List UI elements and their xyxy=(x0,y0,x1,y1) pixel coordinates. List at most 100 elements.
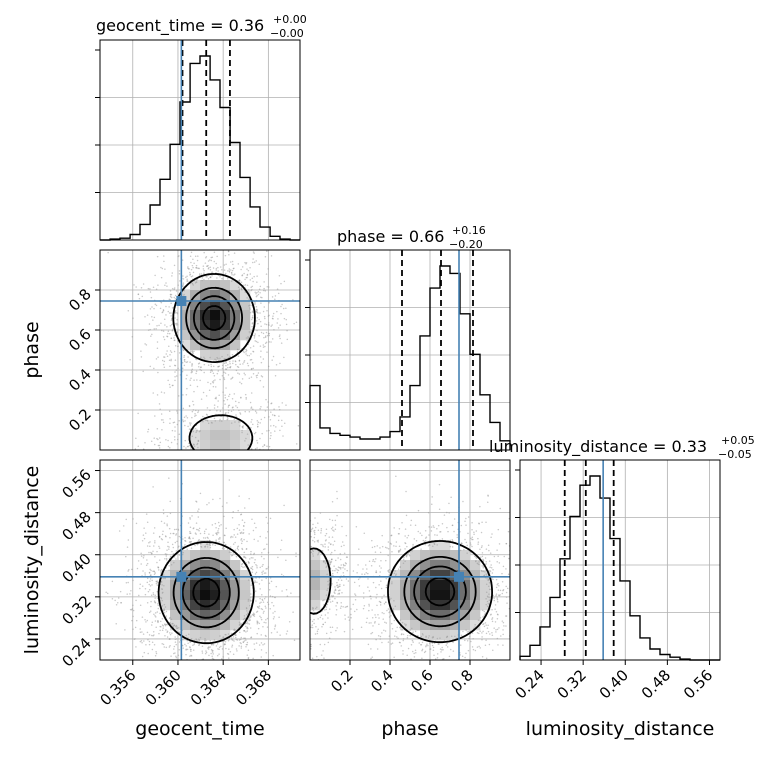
scatter-point-geocent_time-vs-luminosity_distance-307 xyxy=(265,607,267,609)
scatter-point-phase-vs-luminosity_distance-1448 xyxy=(313,622,315,625)
scatter-point-geocent_time-vs-luminosity_distance-2273 xyxy=(229,650,232,653)
scatter-point-geocent_time-vs-phase-2540 xyxy=(153,328,155,330)
scatter-point-phase-vs-luminosity_distance-1229 xyxy=(390,534,392,537)
scatter-point-geocent_time-vs-phase-377 xyxy=(264,345,266,348)
scatter-point-geocent_time-vs-phase-459 xyxy=(252,311,254,314)
scatter-point-geocent_time-vs-luminosity_distance-1513 xyxy=(170,655,172,657)
scatter-point-geocent_time-vs-phase-395 xyxy=(184,439,186,442)
scatter-point-phase-vs-luminosity_distance-487 xyxy=(296,587,298,589)
scatter-point-phase-vs-luminosity_distance-1469 xyxy=(315,626,317,628)
scatter-point-phase-vs-luminosity_distance-1599 xyxy=(425,636,427,638)
scatter-point-geocent_time-vs-phase-1392 xyxy=(265,273,268,275)
scatter-point-geocent_time-vs-phase-1398 xyxy=(212,455,214,457)
scatter-point-geocent_time-vs-luminosity_distance-465 xyxy=(149,664,151,666)
scatter-point-geocent_time-vs-luminosity_distance-1916 xyxy=(130,589,132,592)
scatter-point-geocent_time-vs-luminosity_distance-1952 xyxy=(197,662,199,664)
scatter-point-geocent_time-vs-phase-1975 xyxy=(264,290,267,292)
scatter-point-geocent_time-vs-phase-1444 xyxy=(181,247,183,249)
scatter-point-phase-vs-luminosity_distance-2300 xyxy=(491,620,494,623)
scatter-point-phase-vs-luminosity_distance-2428 xyxy=(484,571,486,573)
scatter-point-geocent_time-vs-phase-2461 xyxy=(181,367,184,369)
scatter-point-geocent_time-vs-phase-1081 xyxy=(177,452,179,454)
scatter-point-geocent_time-vs-phase-507 xyxy=(144,343,146,345)
scatter-point-geocent_time-vs-phase-1583 xyxy=(245,348,247,351)
scatter-point-phase-vs-luminosity_distance-1781 xyxy=(502,644,504,646)
scatter-point-phase-vs-luminosity_distance-347 xyxy=(293,617,295,619)
scatter-point-phase-vs-luminosity_distance-1217 xyxy=(344,614,346,616)
scatter-point-phase-vs-luminosity_distance-1530 xyxy=(380,567,382,569)
scatter-point-phase-vs-luminosity_distance-226 xyxy=(311,677,313,679)
scatter-point-geocent_time-vs-phase-248 xyxy=(157,438,159,441)
scatter-point-phase-vs-luminosity_distance-700 xyxy=(300,553,302,555)
scatter-point-phase-vs-luminosity_distance-766 xyxy=(379,551,382,554)
scatter-point-geocent_time-vs-luminosity_distance-2254 xyxy=(169,638,171,640)
scatter-point-geocent_time-vs-phase-1759 xyxy=(230,271,233,274)
scatter-point-phase-vs-luminosity_distance-1479 xyxy=(389,542,392,544)
scatter-point-phase-vs-luminosity_distance-2041 xyxy=(505,625,507,627)
scatter-point-phase-vs-luminosity_distance-2585 xyxy=(420,548,422,550)
scatter-point-phase-vs-luminosity_distance-1854 xyxy=(332,544,334,546)
scatter-point-geocent_time-vs-phase-1141 xyxy=(199,366,202,369)
scatter-point-geocent_time-vs-luminosity_distance-2557 xyxy=(127,570,129,572)
scatter-point-geocent_time-vs-phase-1273 xyxy=(140,356,143,358)
scatter-point-geocent_time-vs-phase-664 xyxy=(163,366,166,368)
contour-phase-vs-luminosity_distance-level-2 xyxy=(413,565,467,618)
density-cell-phase-vs-luminosity_distance-12-12 xyxy=(430,580,441,591)
scatter-point-geocent_time-vs-luminosity_distance-2582 xyxy=(185,645,187,647)
scatter-point-geocent_time-vs-phase-1487 xyxy=(183,445,185,448)
density-cell-phase-vs-luminosity_distance-1-12 xyxy=(320,580,331,591)
scatter-point-phase-vs-luminosity_distance-602 xyxy=(341,525,343,528)
scatter-point-geocent_time-vs-luminosity_distance-1307 xyxy=(157,607,160,610)
scatter-point-geocent_time-vs-phase-774 xyxy=(186,374,188,377)
scatter-point-geocent_time-vs-phase-2282 xyxy=(241,274,244,276)
scatter-point-geocent_time-vs-phase-696 xyxy=(167,379,169,382)
scatter-point-phase-vs-luminosity_distance-1407 xyxy=(453,518,456,520)
scatter-point-phase-vs-luminosity_distance-2392 xyxy=(369,595,372,597)
scatter-point-phase-vs-luminosity_distance-728 xyxy=(334,524,337,526)
scatter-point-geocent_time-vs-luminosity_distance-2364 xyxy=(247,656,250,659)
scatter-point-geocent_time-vs-luminosity_distance-1479 xyxy=(175,656,178,659)
scatter-point-phase-vs-luminosity_distance-1608 xyxy=(320,529,322,532)
scatter-point-geocent_time-vs-luminosity_distance-1616 xyxy=(149,541,151,543)
scatter-point-geocent_time-vs-luminosity_distance-1111 xyxy=(150,671,152,673)
scatter-point-geocent_time-vs-luminosity_distance-1335 xyxy=(258,583,261,585)
scatter-point-geocent_time-vs-phase-2283 xyxy=(178,419,180,422)
scatter-point-phase-vs-luminosity_distance-2350 xyxy=(336,490,338,493)
scatter-point-geocent_time-vs-luminosity_distance-2469 xyxy=(164,624,167,627)
scatter-point-geocent_time-vs-luminosity_distance-2511 xyxy=(178,554,181,556)
scatter-point-phase-vs-luminosity_distance-131 xyxy=(487,602,490,605)
scatter-point-phase-vs-luminosity_distance-168 xyxy=(421,648,424,651)
scatter-point-geocent_time-vs-luminosity_distance-320 xyxy=(253,648,256,651)
density-cell-geocent_time-vs-luminosity_distance-9-11 xyxy=(190,570,201,581)
tick-label-x-luminosity_distance-3: 0.48 xyxy=(638,666,674,702)
scatter-point-geocent_time-vs-phase-2483 xyxy=(255,295,258,298)
density-cell-geocent_time-vs-phase-14-19 xyxy=(240,440,251,450)
scatter-point-geocent_time-vs-luminosity_distance-1806 xyxy=(175,655,177,658)
scatter-point-geocent_time-vs-phase-143 xyxy=(170,441,173,444)
scatter-point-geocent_time-vs-luminosity_distance-433 xyxy=(230,632,233,635)
scatter-point-phase-vs-luminosity_distance-803 xyxy=(476,646,479,648)
scatter-point-phase-vs-luminosity_distance-1697 xyxy=(322,618,324,620)
density-cell-geocent_time-vs-luminosity_distance-13-16 xyxy=(230,620,241,631)
scatter-point-geocent_time-vs-luminosity_distance-2002 xyxy=(154,620,157,622)
scatter-point-geocent_time-vs-luminosity_distance-532 xyxy=(240,532,242,535)
scatter-point-geocent_time-vs-phase-685 xyxy=(195,372,197,375)
scatter-point-geocent_time-vs-luminosity_distance-693 xyxy=(264,605,267,608)
scatter-point-phase-vs-luminosity_distance-782 xyxy=(363,605,366,607)
scatter-point-phase-vs-luminosity_distance-176 xyxy=(525,569,527,571)
scatter-point-geocent_time-vs-phase-1981 xyxy=(191,435,194,438)
scatter-point-phase-vs-luminosity_distance-2521 xyxy=(358,585,361,587)
scatter-point-geocent_time-vs-phase-1263 xyxy=(247,472,249,474)
scatter-point-phase-vs-luminosity_distance-1209 xyxy=(388,611,390,614)
scatter-point-phase-vs-luminosity_distance-1972 xyxy=(440,651,442,653)
scatter-point-phase-vs-luminosity_distance-2458 xyxy=(280,580,282,582)
scatter-point-phase-vs-luminosity_distance-2202 xyxy=(380,601,382,604)
scatter-point-geocent_time-vs-phase-1587 xyxy=(195,264,198,267)
scatter-point-phase-vs-luminosity_distance-83 xyxy=(337,579,340,581)
scatter-point-geocent_time-vs-luminosity_distance-675 xyxy=(254,580,256,582)
density-cell-phase-vs-luminosity_distance-11-16 xyxy=(420,620,431,631)
scatter-point-geocent_time-vs-phase-1506 xyxy=(212,462,214,464)
scatter-point-geocent_time-vs-luminosity_distance-764 xyxy=(152,550,154,553)
scatter-point-phase-vs-luminosity_distance-1988 xyxy=(285,615,287,617)
scatter-point-geocent_time-vs-phase-769 xyxy=(187,425,189,428)
